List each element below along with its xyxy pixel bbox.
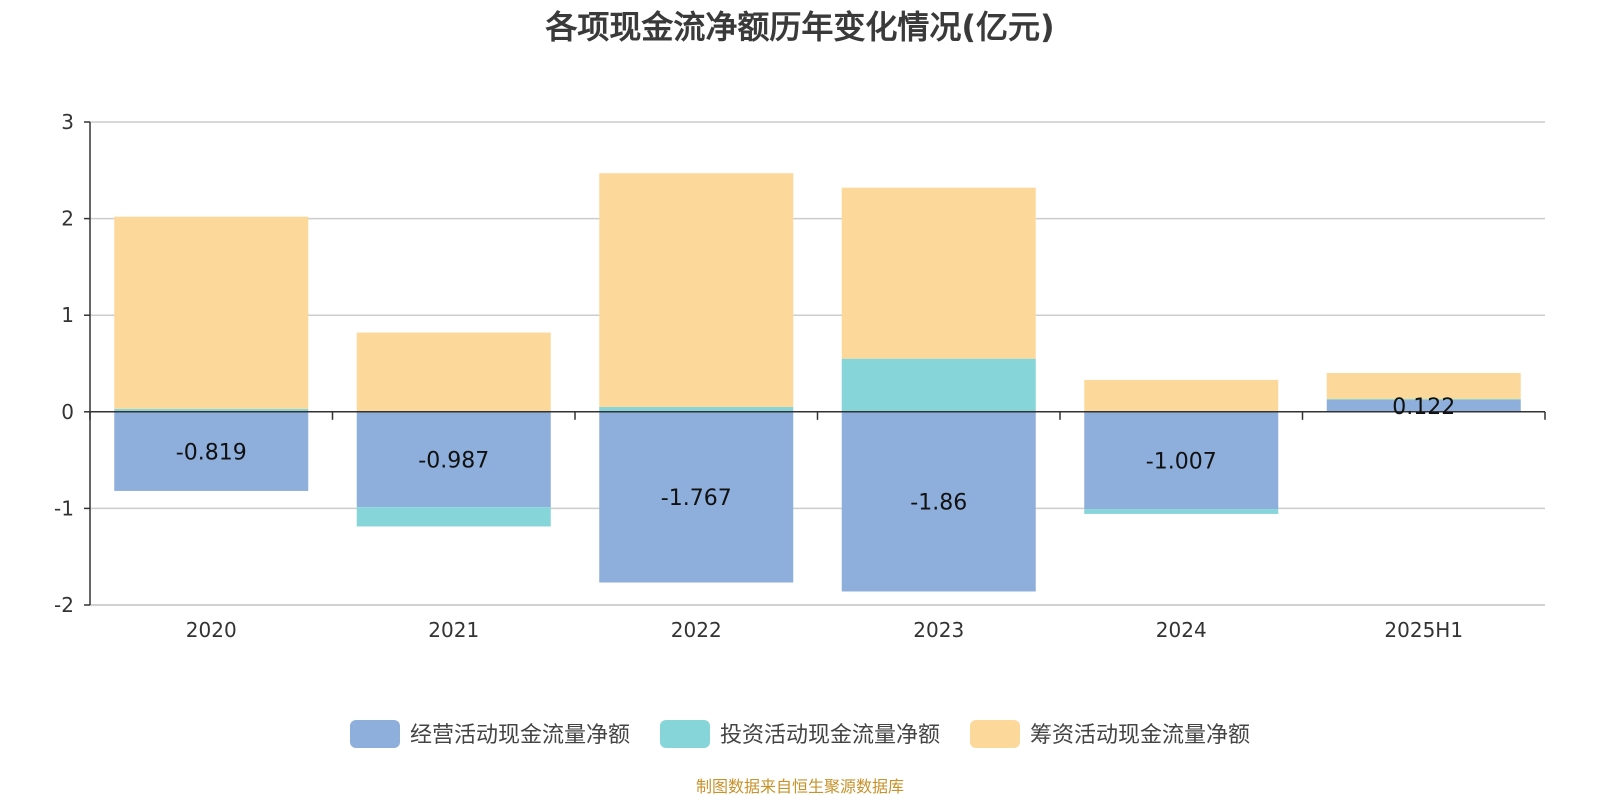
bar-3-2025H1 [1326, 372, 1521, 400]
y-tick-label: 0 [61, 400, 74, 424]
legend-label: 经营活动现金流量净额 [410, 723, 630, 748]
y-tick-label: 2 [61, 207, 74, 231]
y-tick-label: -2 [54, 593, 74, 617]
gridlines [90, 121, 1545, 606]
bar-3-2020 [114, 216, 309, 409]
chart-title: 各项现金流净额历年变化情况(亿元) [545, 8, 1054, 46]
data-label: -1.86 [910, 491, 967, 516]
x-tick-label: 2022 [671, 618, 722, 642]
data-labels: -0.819 -0.987 -1.767 -1.86 -1.007 0.122 [176, 395, 1455, 516]
bar-2-2022 [599, 406, 794, 412]
data-label: -1.767 [661, 486, 732, 511]
legend-label: 投资活动现金流量净额 [720, 723, 940, 748]
x-tick-label: 2025H1 [1384, 618, 1463, 642]
y-tick-label: 3 [61, 110, 74, 134]
x-tick-label: 2024 [1156, 618, 1207, 642]
bar-3-2023 [841, 187, 1036, 359]
legend-swatch [970, 720, 1020, 748]
y-tick-label: 1 [61, 303, 74, 327]
data-label: 0.122 [1392, 395, 1455, 420]
bar-1-2022 [599, 411, 794, 583]
y-tick-label: -1 [54, 496, 74, 520]
bar-2-2020 [114, 408, 309, 412]
bar-1-2024 [1084, 411, 1279, 510]
x-tick-label: 2023 [913, 618, 964, 642]
legend-swatch [350, 720, 400, 748]
x-tick-label: 2021 [428, 618, 479, 642]
bar-1-2021 [356, 411, 551, 508]
bar-2-2024 [1084, 509, 1279, 514]
bar-3-2024 [1084, 379, 1279, 412]
bar-2-2023 [841, 358, 1036, 412]
bar-2-2021 [356, 507, 551, 527]
bar-3-2021 [356, 332, 551, 412]
bar-3-2022 [599, 173, 794, 407]
bars [114, 173, 1521, 592]
data-label: -0.987 [418, 448, 489, 473]
axes: 3 2 1 0 -1 -2 2020 2021 2022 2023 2024 2025H1 [54, 110, 1546, 642]
bar-1-2020 [114, 411, 309, 491]
legend-label: 筹资活动现金流量净额 [1030, 723, 1250, 748]
bar-2-2025H1 [1326, 399, 1521, 401]
bar-1-2023 [841, 411, 1036, 592]
x-tick-label: 2020 [186, 618, 237, 642]
bar-1-2025H1 [1326, 400, 1521, 412]
data-label: -0.819 [176, 440, 247, 465]
data-label: -1.007 [1146, 449, 1217, 474]
legend-swatch [660, 720, 710, 748]
source-note: 制图数据来自恒生聚源数据库 [696, 777, 904, 796]
legend: 经营活动现金流量净额 投资活动现金流量净额 筹资活动现金流量净额 [350, 720, 1250, 748]
